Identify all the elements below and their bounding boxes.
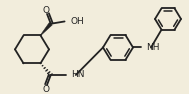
Text: HN: HN	[71, 70, 84, 80]
Text: O: O	[43, 85, 50, 94]
Text: NH: NH	[146, 43, 160, 52]
Text: OH: OH	[70, 17, 84, 26]
Text: O: O	[43, 6, 50, 15]
Polygon shape	[40, 23, 52, 36]
